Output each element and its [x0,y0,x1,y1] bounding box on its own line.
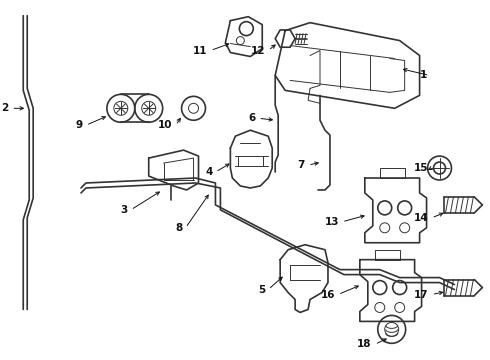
Text: 17: 17 [414,289,429,300]
Text: 15: 15 [414,163,429,173]
Text: 1: 1 [419,71,427,80]
Text: 18: 18 [357,339,372,349]
Text: 6: 6 [248,113,255,123]
Text: 7: 7 [298,160,305,170]
Text: 2: 2 [1,103,8,113]
Text: 16: 16 [320,289,335,300]
Text: 8: 8 [175,223,183,233]
Text: 11: 11 [193,45,207,55]
Text: 3: 3 [121,205,128,215]
Text: 12: 12 [251,45,265,55]
Text: 5: 5 [258,284,265,294]
Text: 10: 10 [158,120,172,130]
Text: 9: 9 [76,120,83,130]
Text: 13: 13 [324,217,339,227]
Text: 4: 4 [205,167,213,177]
Text: 14: 14 [414,213,429,223]
